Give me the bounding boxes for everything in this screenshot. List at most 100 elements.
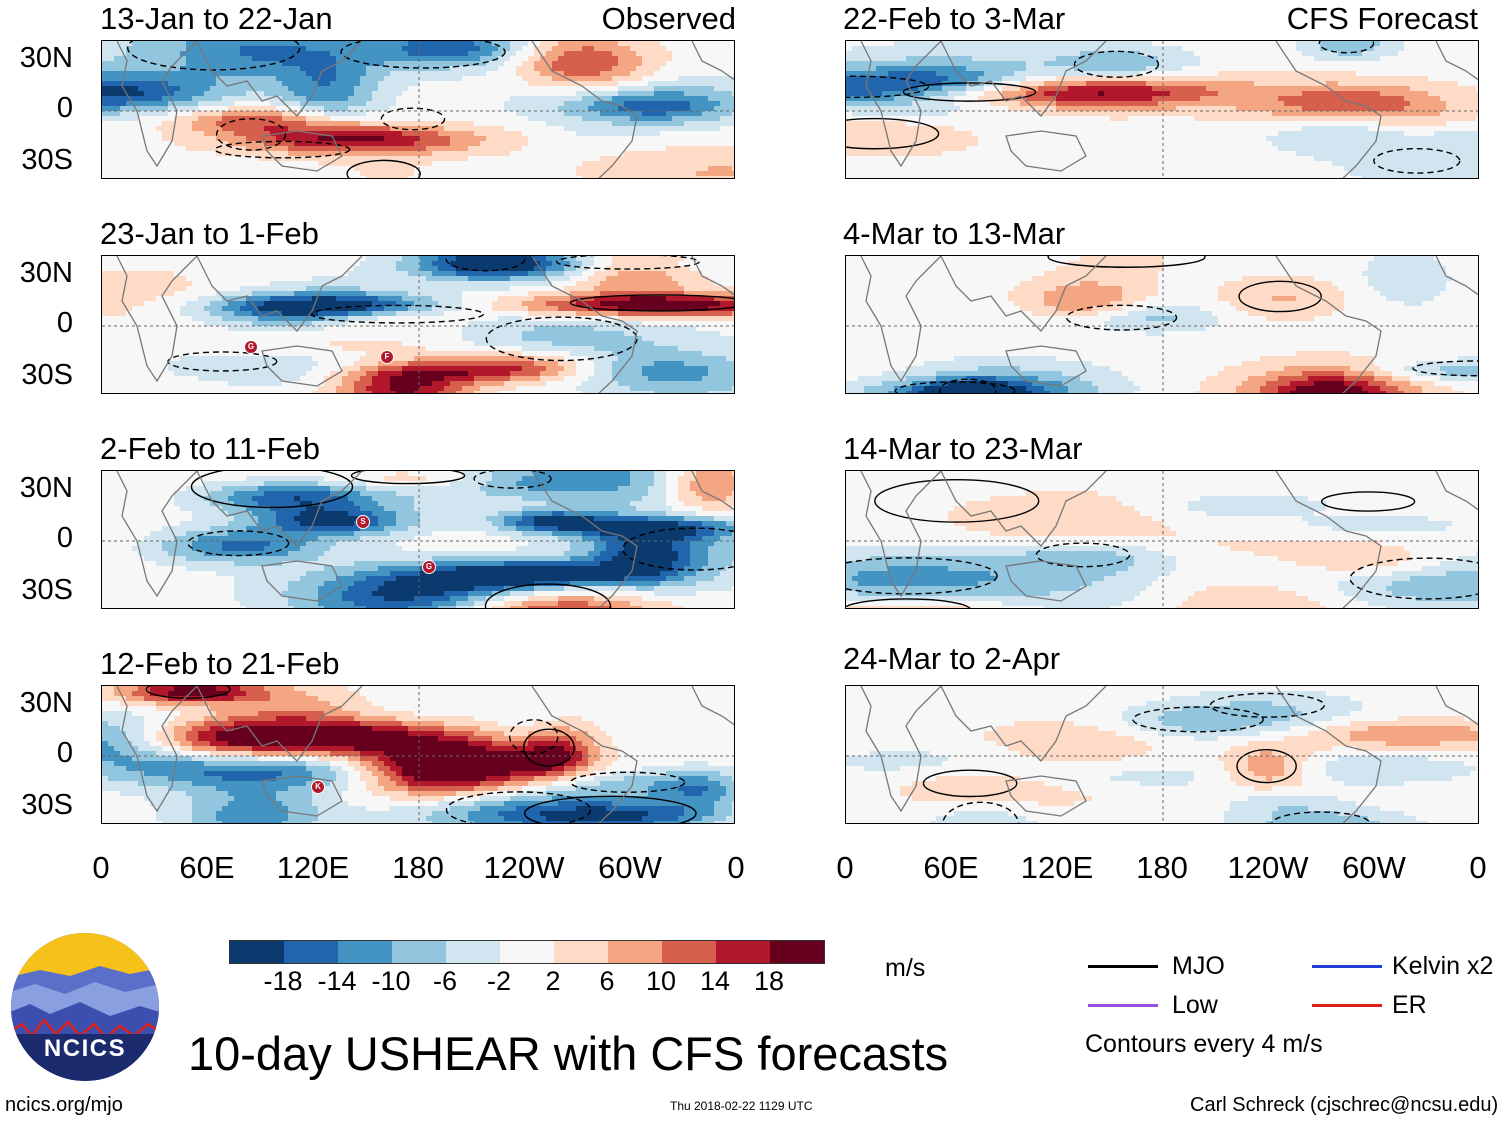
coastline (940, 41, 1107, 117)
colorbar-swatch (554, 941, 608, 963)
map-panel-obs-1 (101, 40, 735, 179)
colorbar-swatch (500, 941, 554, 963)
map-panel-fcst-4 (845, 685, 1479, 824)
colorbar-label: -2 (469, 966, 529, 997)
legend-er: ER (1392, 993, 1427, 1018)
coastline (261, 560, 343, 602)
footer-credit: Carl Schreck (cjschrec@ncsu.edu) (1190, 1095, 1498, 1115)
colorbar-swatch (770, 941, 824, 963)
legend-kelvin: Kelvin x2 (1392, 954, 1493, 979)
colorbar-label: -18 (253, 966, 313, 997)
figure-title: 10-day USHEAR with CFS forecasts (188, 1030, 948, 1077)
legend-contours-note: Contours every 4 m/s (1085, 1032, 1323, 1057)
map-panel-fcst-2 (845, 255, 1479, 394)
y-tick-label: 30N (3, 44, 73, 73)
y-tick-label: 30N (3, 259, 73, 288)
coastline (1275, 256, 1382, 393)
colorbar (229, 940, 825, 964)
mjo-contour (1073, 50, 1160, 78)
mjo-contour (874, 478, 1040, 523)
panel-title-fcst-2: 4-Mar to 13-Mar (843, 218, 1065, 249)
coastline (196, 471, 363, 547)
shear-field (102, 41, 734, 178)
mjo-contour (555, 256, 700, 270)
coastline (691, 471, 734, 511)
mjo-contour (942, 801, 1020, 823)
mjo-contour (310, 304, 485, 324)
colorbar-swatch (608, 941, 662, 963)
coastline (860, 41, 942, 168)
panel-title-obs-1: 13-Jan to 22-Jan (100, 3, 333, 34)
shear-field (102, 686, 734, 823)
y-tick-label: 30S (3, 361, 73, 390)
observed-label: Observed (560, 3, 736, 34)
legend-line-low (1088, 1004, 1158, 1007)
x-tick-label: 0 (676, 852, 796, 883)
logo-text: NCICS (44, 1035, 126, 1062)
mjo-contour (523, 795, 697, 823)
legend-line-mjo (1088, 965, 1158, 968)
y-tick-label: 30N (3, 474, 73, 503)
footer-url: ncics.org/mjo (5, 1095, 123, 1115)
x-tick-label: 60W (570, 852, 690, 883)
mjo-contour (1132, 706, 1264, 733)
shear-field (846, 686, 1478, 823)
shear-field (846, 256, 1478, 393)
coastline (196, 41, 363, 117)
coastline (860, 471, 942, 598)
coastline (1275, 686, 1382, 823)
y-tick-label: 30S (3, 791, 73, 820)
legend-low: Low (1172, 993, 1218, 1018)
storm-marker: G (422, 560, 436, 574)
x-tick-label: 120E (997, 852, 1117, 883)
mjo-contour (187, 530, 290, 557)
mjo-contour (346, 159, 421, 178)
mjo-contour (484, 583, 612, 608)
shear-field (102, 471, 734, 608)
mjo-contour (1065, 304, 1178, 331)
coastline (1275, 471, 1382, 608)
coastline (116, 471, 198, 598)
coastline (1275, 41, 1382, 178)
mjo-contour (190, 471, 354, 509)
colorbar-label: 6 (577, 966, 637, 997)
x-tick-label: 180 (358, 852, 478, 883)
mjo-contour (1318, 41, 1375, 54)
colorbar-swatch (446, 941, 500, 963)
coastline (531, 471, 638, 608)
colorbar-swatch (662, 941, 716, 963)
mjo-contour (846, 75, 929, 99)
colorbar-swatch (230, 941, 284, 963)
legend-line-kelvin (1312, 965, 1382, 968)
mjo-contour (350, 471, 466, 485)
colorbar-label: -14 (307, 966, 367, 997)
mjo-contour (445, 256, 526, 272)
coastline (531, 256, 638, 393)
coastline (940, 471, 1107, 547)
coastline (1435, 256, 1478, 296)
panel-title-fcst-3: 14-Mar to 23-Mar (843, 433, 1082, 464)
coastline (940, 686, 1107, 762)
y-tick-label: 30S (3, 576, 73, 605)
coastline (1435, 41, 1478, 81)
footer-timestamp: Thu 2018-02-22 1129 UTC (670, 1100, 813, 1112)
coastline (261, 345, 343, 387)
mjo-contour (1349, 557, 1478, 600)
mjo-contour (1236, 749, 1297, 784)
shear-field (102, 256, 734, 393)
coastline (531, 41, 638, 178)
coastline (691, 41, 734, 81)
map-panel-fcst-1 (845, 40, 1479, 179)
colorbar-swatch (338, 941, 392, 963)
x-tick-label: 60W (1314, 852, 1434, 883)
mjo-contour (1320, 491, 1416, 512)
coastline (1005, 345, 1087, 387)
coastline (691, 256, 734, 296)
panel-title-fcst-1: 22-Feb to 3-Mar (843, 3, 1065, 34)
mjo-contour (846, 598, 971, 608)
y-tick-label: 0 (3, 524, 73, 553)
coastline (1005, 775, 1087, 817)
coastline (1005, 130, 1087, 172)
coastline (196, 686, 363, 762)
